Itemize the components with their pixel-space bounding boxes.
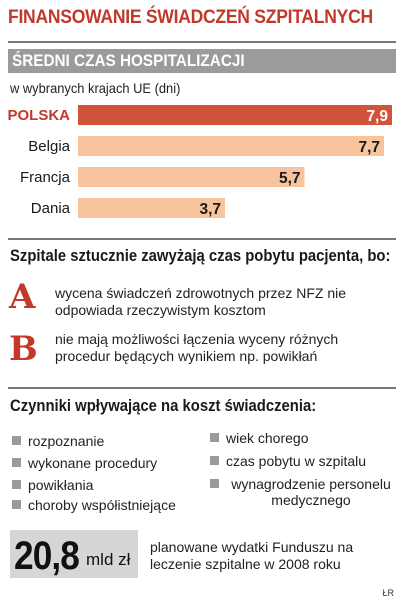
reasons-divider: [8, 387, 396, 389]
reason-b-letter: B: [9, 329, 38, 369]
bullet-square-icon: [12, 500, 21, 509]
reasons-heading: Szpitale sztucznie zawyżają czas pobytu …: [10, 247, 391, 265]
budget-description: planowane wydatki Funduszu na leczenie s…: [150, 539, 354, 572]
factors-heading: Czynniki wpływające na koszt świadczenia…: [10, 397, 317, 415]
value-label: 3,7: [200, 201, 222, 218]
bullet-square-icon: [210, 433, 219, 442]
factor-item: choroby współistniejące: [12, 497, 176, 513]
bar: [78, 105, 392, 125]
bar: [78, 198, 226, 218]
title-divider: [8, 41, 396, 43]
page-title: FINANSOWANIE ŚWIADCZEŃ SZPITALNYCH: [8, 6, 373, 28]
chart-subtitle: w wybranych krajach UE (dni): [10, 80, 181, 96]
bar: [78, 167, 305, 187]
category-label: Dania: [31, 200, 71, 217]
budget-amount: 20,8: [14, 534, 80, 578]
bullet-square-icon: [12, 436, 21, 445]
factor-item: wynagrodzenie personelu medycznego: [210, 476, 396, 508]
factor-item: czas pobytu w szpitalu: [210, 453, 366, 469]
chart-title-band: ŚREDNI CZAS HOSPITALIZACJI: [8, 49, 396, 73]
value-label: 7,9: [366, 108, 388, 125]
category-label: Belgia: [28, 138, 70, 155]
budget-unit: mld zł: [86, 550, 131, 569]
factor-item: wiek chorego: [210, 430, 309, 446]
budget-box: 20,8 mld zł: [10, 530, 138, 578]
chart-divider: [8, 238, 396, 240]
chart-title: ŚREDNI CZAS HOSPITALIZACJI: [12, 51, 245, 70]
reason-a-letter: A: [9, 277, 36, 317]
factor-item: powikłania: [12, 477, 93, 493]
value-label: 5,7: [279, 170, 301, 187]
author-credit: ŁR: [382, 588, 394, 598]
bullet-square-icon: [210, 479, 219, 488]
bullet-square-icon: [12, 480, 21, 489]
category-label: POLSKA: [7, 107, 70, 124]
reason-a-text: wycena świadczeń zdrowotnych przez NFZ n…: [55, 285, 347, 318]
hospitalization-bar-chart: POLSKA 7,9 Belgia 7,7 Francja 5,7 Dania 3,7: [7, 105, 392, 218]
factor-item: wykonane procedury: [12, 455, 157, 471]
bullet-square-icon: [210, 456, 219, 465]
reason-b-text: nie mają możliwości łączenia wyceny różn…: [55, 331, 339, 364]
factor-item: rozpoznanie: [12, 433, 104, 449]
bar: [78, 136, 385, 156]
bullet-square-icon: [12, 458, 21, 467]
value-label: 7,7: [358, 139, 380, 156]
category-label: Francja: [20, 169, 71, 186]
